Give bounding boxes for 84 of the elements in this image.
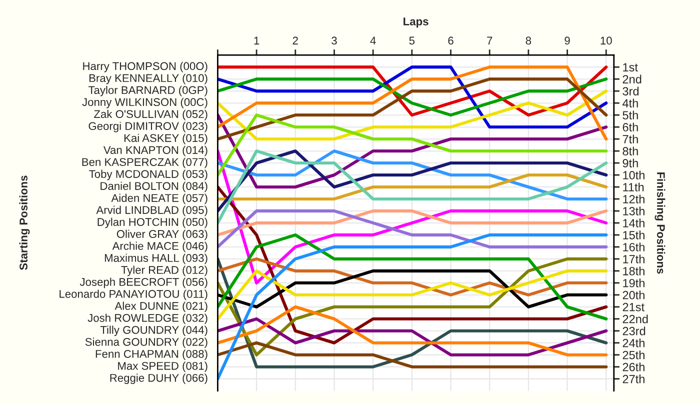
line-series: [218, 90, 608, 141]
y-tick-label: 16th: [623, 242, 644, 252]
line-series: [218, 209, 608, 248]
series-label: Joseph BEECROFT (056): [80, 278, 208, 288]
x-tick-label: 6: [448, 36, 454, 45]
series-label: Archie MACE (046): [112, 242, 208, 252]
x-tick-label: 7: [487, 36, 492, 44]
line-series: [218, 66, 608, 129]
line-series: [218, 305, 608, 356]
y-tick-label: 17th: [623, 254, 644, 264]
series-label: Maximus HALL (093): [104, 254, 208, 264]
x-tick-label: 1: [254, 36, 260, 44]
x-axis-title: Laps: [404, 18, 428, 28]
series-label: Oliver GRAY (063): [116, 230, 208, 240]
y-tick-label: 26th: [622, 362, 644, 372]
y-axis-title: Finishing Positions: [654, 172, 666, 274]
series-label: Tilly GOUNDRY (044): [100, 326, 208, 336]
x-tick-label: 9: [564, 36, 570, 45]
series-label: Tyler READ (012): [121, 266, 208, 276]
line-series: [218, 114, 608, 177]
x-tick-label: 4: [370, 36, 376, 44]
y-tick-label: 25th: [622, 350, 644, 360]
y-tick-label: 13th: [623, 206, 644, 216]
x-tick-label: 8: [526, 36, 532, 45]
series-label: Reggie DUHY (066): [110, 374, 208, 384]
line-series: [218, 66, 608, 141]
line-series: [218, 269, 608, 320]
y-tick-label: 9th: [622, 158, 638, 168]
y-tick-label: 11th: [623, 182, 644, 192]
y-tick-label: 4th: [622, 98, 638, 108]
y-tick-label: 22nd: [622, 314, 648, 324]
line-series: [218, 317, 608, 356]
series-label: Kai ASKEY (015): [124, 134, 208, 144]
line-series: [218, 233, 608, 320]
line-series: [218, 149, 608, 212]
line-series: [218, 78, 608, 141]
y-tick-label: 8th: [622, 146, 638, 156]
x-tick-label: 10: [600, 36, 612, 45]
line-series: [218, 149, 608, 200]
line-series: [218, 233, 608, 380]
y-tick-label: 10th: [623, 170, 644, 180]
series-label: Dylan HOTCHIN (050): [98, 218, 208, 228]
y-tick-label: 23rd: [622, 326, 646, 336]
line-series: [218, 78, 608, 117]
series-label: Bray KENNEALLY (010): [89, 74, 208, 84]
series-label: Daniel BOLTON (084): [100, 182, 208, 192]
y-tick-label: 15th: [623, 230, 644, 240]
y-tick-label: 3rd: [622, 86, 639, 96]
line-series: [218, 257, 608, 296]
series-label: Van KNAPTON (014): [103, 146, 208, 156]
series-label: Arvid LINDBLAD (095): [96, 206, 208, 216]
series-label: Georgi DIMITROV (023): [88, 122, 208, 132]
y-tick-label: 19th: [623, 278, 644, 288]
y-tick-label: 27th: [622, 374, 644, 384]
y-tick-label: 1st: [623, 63, 638, 72]
y-tick-label: 7th: [622, 134, 638, 144]
y-tick-label: 14th: [623, 218, 644, 228]
series-label: Jonny WILKINSON (00C): [82, 98, 208, 108]
y-tick-label: 21st: [622, 302, 644, 312]
line-series: [218, 149, 608, 224]
series-label: Toby MCDONALD (053): [89, 170, 208, 180]
y-tick-label: 2nd: [622, 74, 642, 84]
x-tick-label: 5: [409, 36, 415, 45]
x-tick-label: 2: [292, 36, 298, 44]
y-tick-label: 18th: [623, 266, 644, 276]
series-label: Zak O'SULLIVAN (052): [94, 110, 208, 120]
series-label: Fenn CHAPMAN (088): [96, 350, 208, 360]
series-label: Sienna GOUNDRY (022): [85, 338, 208, 348]
line-series: [218, 114, 608, 189]
series-label: Harry THOMPSON (00O): [83, 62, 208, 72]
y-tick-label: 24th: [622, 338, 644, 348]
x-tick-label: 3: [332, 36, 337, 45]
annotation: Max SPEED (081): [118, 362, 208, 372]
series-label: Ben KASPERCZAK (077): [82, 158, 208, 168]
y-tick-label: 20th: [622, 290, 644, 300]
series-label: Leonardo PANAYIOTOU (011): [60, 290, 208, 300]
series-label: Taylor BARNARD (0GP): [88, 86, 208, 96]
y-tick-label: 12th: [623, 194, 644, 204]
series-label: Josh ROWLEDGE (032): [88, 314, 208, 324]
y-tick-label: 5th: [622, 110, 638, 120]
series-label: Aiden NEATE (057): [111, 194, 208, 204]
y-tick-label: 6th: [622, 122, 638, 132]
text: Starting Positions: [19, 176, 30, 270]
series-label: Alex DUNNE (021): [114, 302, 208, 312]
